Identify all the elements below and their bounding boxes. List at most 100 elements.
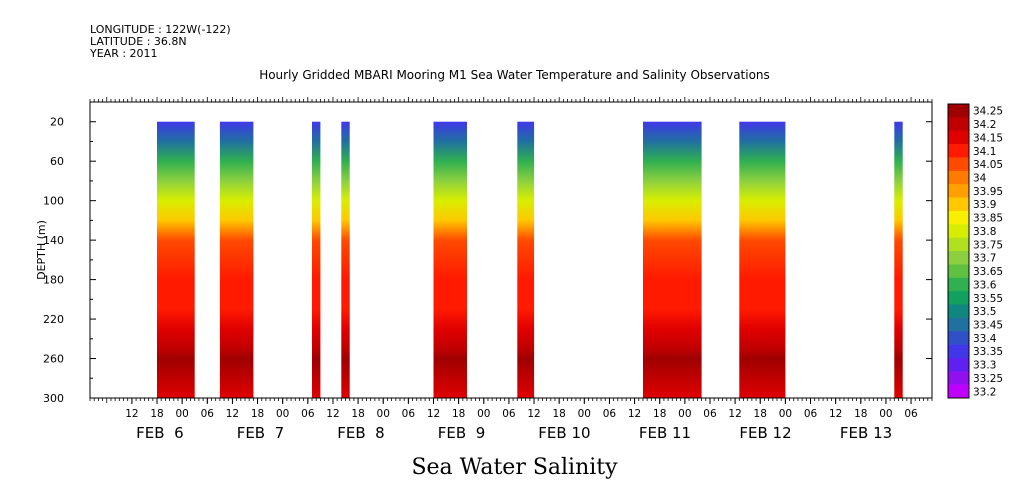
y-tick-label: 180 <box>43 274 64 287</box>
colorbar-swatch <box>948 210 969 225</box>
data-segment <box>157 121 195 398</box>
y-tick-label: 20 <box>50 116 64 129</box>
x-hour-label: 00 <box>175 408 188 420</box>
colorbar-label: 33.25 <box>973 373 1003 385</box>
colorbar-swatch <box>948 344 969 359</box>
colorbar-label: 33.2 <box>973 386 996 398</box>
bottom-title: Sea Water Salinity <box>411 455 618 480</box>
colorbar-swatch <box>948 331 969 345</box>
colorbar-swatch <box>948 264 969 279</box>
colorbar-label: 34.05 <box>973 159 1003 171</box>
x-date-label: FEB 9 <box>438 424 485 442</box>
x-hour-label: 18 <box>854 408 867 420</box>
colorbar-frame <box>947 103 970 399</box>
colorbar-swatch <box>948 277 969 292</box>
x-hour-label: 00 <box>276 408 289 420</box>
x-hour-label: 18 <box>552 408 565 420</box>
y-tick-label: 300 <box>43 392 64 405</box>
colorbar-swatch <box>948 170 969 185</box>
colorbar-label: 33.65 <box>973 266 1003 278</box>
colorbar-swatch <box>948 197 969 212</box>
x-date-label: FEB 12 <box>739 424 791 442</box>
x-date-label: FEB 11 <box>639 424 691 442</box>
x-hour-label: 12 <box>829 408 842 420</box>
colorbar-label: 33.75 <box>973 239 1003 251</box>
colorbar-swatch <box>948 117 969 132</box>
colorbar-swatch <box>948 224 969 238</box>
x-hour-label: 12 <box>527 408 540 420</box>
colorbar-swatch <box>948 130 969 145</box>
data-segment <box>219 121 254 398</box>
x-hour-label: 06 <box>804 408 818 420</box>
y-tick-label: 100 <box>43 195 64 208</box>
y-tick-label: 60 <box>50 155 64 168</box>
x-hour-label: 06 <box>201 408 215 420</box>
x-date-label: FEB 6 <box>136 424 183 442</box>
x-hour-label: 06 <box>402 408 416 420</box>
x-hour-label: 06 <box>502 408 516 420</box>
y-tick-label: 260 <box>43 353 64 366</box>
x-date-label: FEB 13 <box>840 424 892 442</box>
colorbar-swatch <box>948 304 969 319</box>
colorbar-label: 34.2 <box>973 119 996 131</box>
x-hour-label: 12 <box>125 408 138 420</box>
x-hour-label: 18 <box>351 408 364 420</box>
longitude-label: LONGITUDE : 122W(-122) <box>90 23 231 36</box>
x-hour-label: 18 <box>653 408 666 420</box>
colorbar-label: 33.85 <box>973 213 1003 225</box>
x-hour-label: 00 <box>377 408 390 420</box>
colorbar-swatch <box>948 237 969 252</box>
colorbar-label: 33.95 <box>973 186 1003 198</box>
x-date-label: FEB 7 <box>237 424 284 442</box>
colorbar-swatch <box>948 317 969 332</box>
colorbar-label: 34.25 <box>973 106 1003 118</box>
colorbar-swatch <box>948 291 969 305</box>
x-hour-label: 00 <box>779 408 792 420</box>
x-hour-label: 00 <box>477 408 490 420</box>
x-hour-label: 18 <box>452 408 465 420</box>
x-hour-label: 18 <box>754 408 767 420</box>
data-segment <box>517 121 535 398</box>
colorbar-label: 34.15 <box>973 132 1003 144</box>
x-hour-label: 12 <box>427 408 440 420</box>
data-segment <box>341 121 350 398</box>
colorbar-swatch <box>948 104 969 118</box>
colorbar-label: 33.6 <box>973 279 997 291</box>
colorbar-swatch <box>948 184 969 198</box>
x-hour-label: 12 <box>326 408 339 420</box>
x-hour-label: 06 <box>301 408 315 420</box>
x-hour-label: 12 <box>728 408 741 420</box>
x-hour-label: 00 <box>678 408 691 420</box>
colorbar-label: 33.4 <box>973 333 997 345</box>
y-tick-label: 220 <box>43 313 64 326</box>
colorbar-swatch <box>948 157 969 172</box>
chart-title: Hourly Gridded MBARI Mooring M1 Sea Wate… <box>259 68 770 82</box>
x-hour-label: 12 <box>628 408 641 420</box>
colorbar-label: 33.5 <box>973 306 996 318</box>
data-segment <box>312 121 321 398</box>
colorbar-swatch <box>948 251 969 265</box>
colorbar-label: 33.35 <box>973 346 1003 358</box>
x-hour-label: 00 <box>578 408 591 420</box>
colorbar-label: 33.7 <box>973 253 996 265</box>
x-hour-label: 12 <box>226 408 239 420</box>
data-segment <box>739 121 786 398</box>
x-hour-label: 18 <box>150 408 163 420</box>
plot-frame <box>89 101 933 399</box>
colorbar-label: 33.8 <box>973 226 996 238</box>
x-hour-label: 06 <box>904 408 918 420</box>
colorbar-swatch <box>948 357 969 372</box>
colorbar-swatch <box>948 371 969 385</box>
colorbar-swatch <box>948 384 969 399</box>
x-date-label: FEB 8 <box>337 424 384 442</box>
data-segment <box>894 121 903 398</box>
y-axis-label: DEPTH (m) <box>35 220 48 280</box>
colorbar-label: 33.55 <box>973 293 1003 305</box>
colorbar-label: 33.45 <box>973 320 1003 332</box>
latitude-label: LATITUDE : 36.8N <box>90 35 187 48</box>
data-segment <box>643 121 702 398</box>
colorbar-label: 34 <box>973 173 987 185</box>
colorbar-swatch <box>948 144 969 158</box>
